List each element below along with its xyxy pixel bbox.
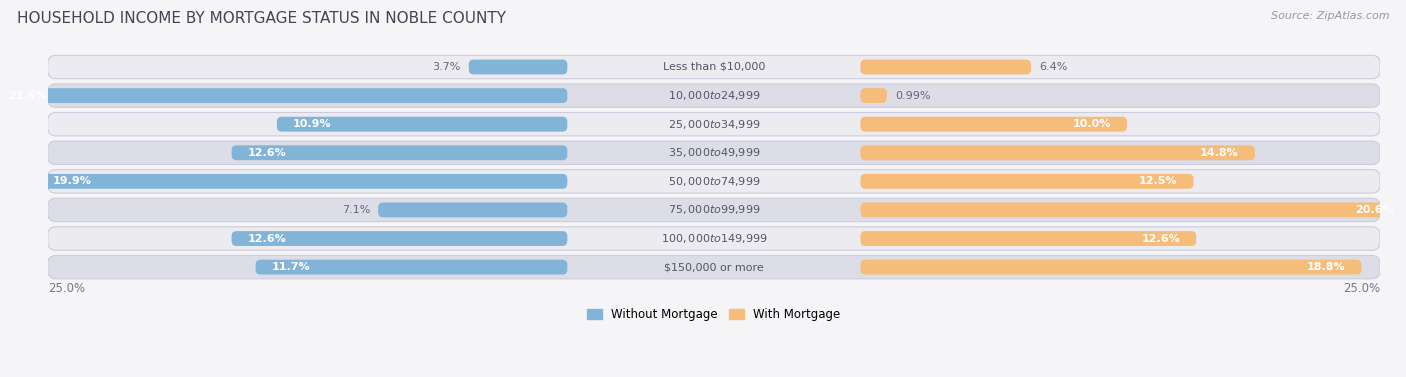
FancyBboxPatch shape (860, 202, 1406, 218)
FancyBboxPatch shape (48, 55, 1381, 79)
FancyBboxPatch shape (277, 117, 568, 132)
Text: 12.5%: 12.5% (1139, 176, 1178, 186)
FancyBboxPatch shape (48, 170, 1381, 193)
FancyBboxPatch shape (256, 260, 568, 274)
Text: 21.6%: 21.6% (7, 90, 46, 101)
FancyBboxPatch shape (860, 145, 1256, 160)
FancyBboxPatch shape (378, 202, 568, 218)
Text: 25.0%: 25.0% (48, 282, 84, 295)
FancyBboxPatch shape (232, 145, 568, 160)
FancyBboxPatch shape (860, 60, 1031, 74)
Text: 19.9%: 19.9% (53, 176, 91, 186)
FancyBboxPatch shape (860, 231, 1197, 246)
Text: $50,000 to $74,999: $50,000 to $74,999 (668, 175, 761, 188)
Text: $100,000 to $149,999: $100,000 to $149,999 (661, 232, 768, 245)
FancyBboxPatch shape (48, 198, 1381, 222)
FancyBboxPatch shape (48, 255, 1381, 279)
Legend: Without Mortgage, With Mortgage: Without Mortgage, With Mortgage (582, 303, 845, 326)
FancyBboxPatch shape (48, 227, 1381, 250)
Text: 12.6%: 12.6% (247, 148, 287, 158)
FancyBboxPatch shape (37, 174, 568, 189)
FancyBboxPatch shape (860, 174, 1194, 189)
Text: $150,000 or more: $150,000 or more (664, 262, 763, 272)
Text: HOUSEHOLD INCOME BY MORTGAGE STATUS IN NOBLE COUNTY: HOUSEHOLD INCOME BY MORTGAGE STATUS IN N… (17, 11, 506, 26)
FancyBboxPatch shape (468, 60, 568, 74)
Text: 14.8%: 14.8% (1201, 148, 1239, 158)
FancyBboxPatch shape (860, 260, 1361, 274)
FancyBboxPatch shape (232, 231, 568, 246)
Text: 20.6%: 20.6% (1355, 205, 1393, 215)
Text: 3.7%: 3.7% (433, 62, 461, 72)
Text: 18.8%: 18.8% (1306, 262, 1346, 272)
Text: 11.7%: 11.7% (271, 262, 311, 272)
FancyBboxPatch shape (0, 88, 568, 103)
FancyBboxPatch shape (860, 88, 887, 103)
Text: $75,000 to $99,999: $75,000 to $99,999 (668, 204, 761, 216)
Text: 0.99%: 0.99% (894, 90, 931, 101)
Text: Less than $10,000: Less than $10,000 (662, 62, 765, 72)
Text: $10,000 to $24,999: $10,000 to $24,999 (668, 89, 761, 102)
Text: 10.9%: 10.9% (292, 119, 332, 129)
FancyBboxPatch shape (48, 84, 1381, 107)
Text: $25,000 to $34,999: $25,000 to $34,999 (668, 118, 761, 131)
Text: 10.0%: 10.0% (1073, 119, 1111, 129)
Text: 6.4%: 6.4% (1039, 62, 1067, 72)
FancyBboxPatch shape (48, 141, 1381, 164)
Text: 12.6%: 12.6% (1142, 233, 1180, 244)
Text: Source: ZipAtlas.com: Source: ZipAtlas.com (1271, 11, 1389, 21)
Text: 7.1%: 7.1% (342, 205, 370, 215)
FancyBboxPatch shape (860, 117, 1128, 132)
Text: 12.6%: 12.6% (247, 233, 287, 244)
FancyBboxPatch shape (48, 112, 1381, 136)
Text: 25.0%: 25.0% (1343, 282, 1381, 295)
Text: $35,000 to $49,999: $35,000 to $49,999 (668, 146, 761, 159)
